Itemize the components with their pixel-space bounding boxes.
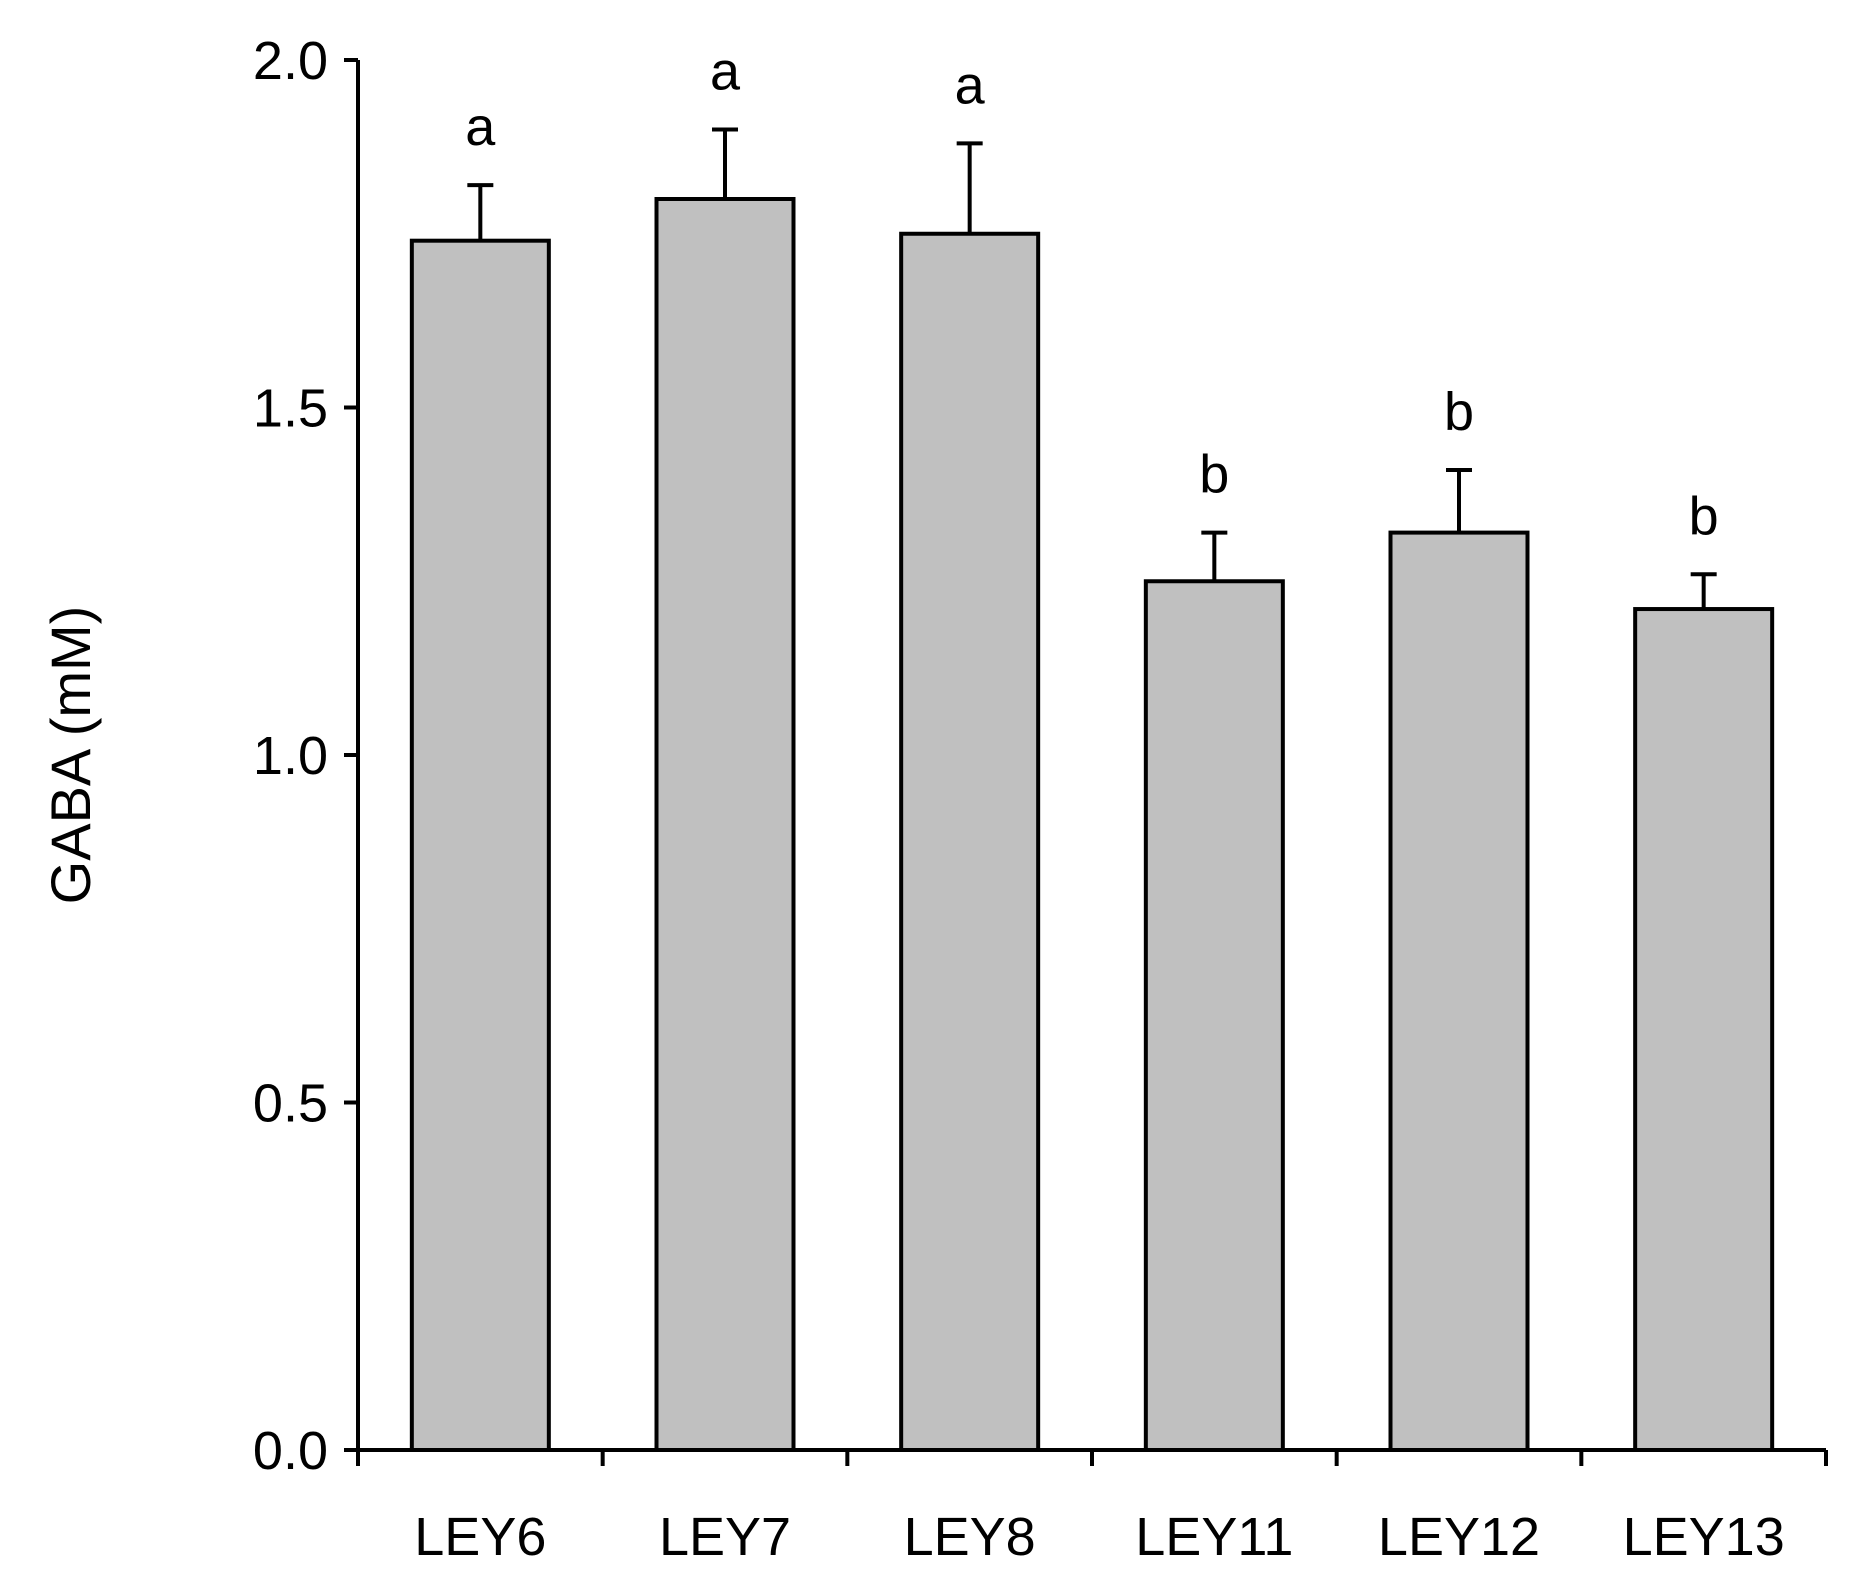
significance-label-ley7: a bbox=[710, 42, 741, 102]
error-bars-group bbox=[467, 127, 1717, 610]
bar-ley7 bbox=[654, 197, 796, 1452]
bar-ley13 bbox=[1633, 607, 1775, 1452]
y-tick-label-1.0: 1.0 bbox=[253, 726, 328, 786]
bar-ley6 bbox=[409, 238, 551, 1453]
significance-label-ley8: a bbox=[955, 55, 986, 115]
x-tick-label-ley11: LEY11 bbox=[1135, 1507, 1293, 1567]
y-axis-title: GABA (mM) bbox=[39, 606, 102, 905]
bar-ley11 bbox=[1143, 579, 1285, 1452]
x-tick-label-ley12: LEY12 bbox=[1378, 1507, 1540, 1567]
y-tick-label-0.0: 0.0 bbox=[253, 1421, 328, 1481]
x-tick-label-ley6: LEY6 bbox=[414, 1507, 546, 1567]
bar-ley12 bbox=[1388, 530, 1530, 1452]
significance-label-ley12: b bbox=[1444, 382, 1474, 442]
significance-label-ley13: b bbox=[1689, 486, 1719, 546]
x-tick-label-ley8: LEY8 bbox=[904, 1507, 1036, 1567]
x-tick-label-ley7: LEY7 bbox=[659, 1507, 791, 1567]
y-tick-label-0.5: 0.5 bbox=[253, 1074, 328, 1134]
y-tick-label-2.0: 2.0 bbox=[253, 31, 328, 91]
significance-label-ley6: a bbox=[465, 97, 496, 157]
y-tick-label-1.5: 1.5 bbox=[253, 379, 328, 439]
labels-group: a LEY6 a LEY7 a LEY8 b LEY11 b LEY12 b LEY13 0.0 0.5 1… bbox=[253, 31, 1785, 1567]
axes-group bbox=[344, 58, 1828, 1466]
bar-ley8 bbox=[899, 231, 1041, 1452]
significance-label-ley11: b bbox=[1199, 445, 1229, 505]
bars-group bbox=[409, 197, 1775, 1453]
x-tick-label-ley13: LEY13 bbox=[1623, 1507, 1785, 1567]
